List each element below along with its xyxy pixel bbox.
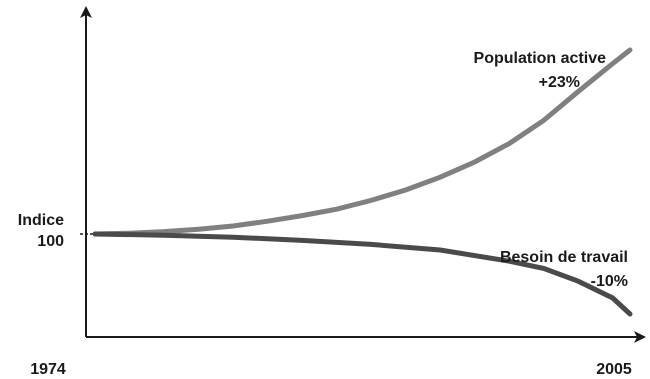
series-line-besoin-de-travail [92, 231, 633, 317]
series-change-besoin-de-travail: -10% [591, 273, 628, 290]
x-tick-label-end: 2005 [596, 361, 632, 378]
series-change-population-active: +23% [539, 74, 580, 91]
x-tick-label-start: 1974 [30, 361, 66, 378]
series-line-population-active [92, 47, 633, 237]
y-reference-label-line2: 100 [37, 233, 64, 250]
series-label-besoin-de-travail: Besoin de travail [500, 249, 628, 266]
y-reference-label-line1: Indice [18, 212, 64, 229]
series-label-population-active: Population active [474, 50, 607, 67]
